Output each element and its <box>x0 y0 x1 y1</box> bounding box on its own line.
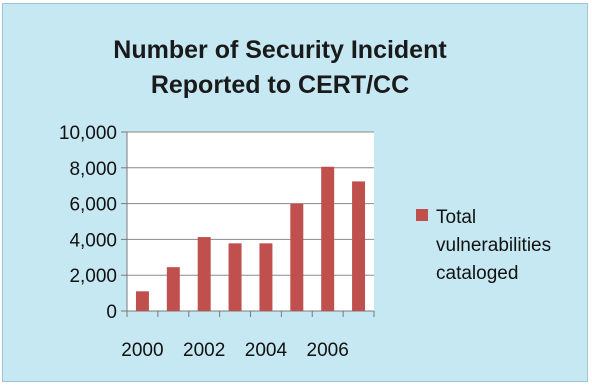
y-tick-label: 6,000 <box>69 195 117 216</box>
bar-2007 <box>352 181 366 311</box>
legend: Total vulnerabilities cataloged <box>416 207 551 284</box>
chart-title-line-2: Reported to CERT/CC <box>151 71 409 99</box>
legend-swatch <box>416 209 428 221</box>
legend-label-line-1: Total <box>436 207 476 228</box>
bar-2000 <box>135 291 149 311</box>
legend-label-line-2: vulnerabilities <box>436 235 551 256</box>
tick-labels: 0 2,000 4,000 6,000 8,000 10,000 2000 2002 2004 2… <box>59 123 349 361</box>
chart-frame: Number of Security Incident Reported to … <box>2 3 588 382</box>
y-tick-label: 8,000 <box>69 159 117 180</box>
bar-2001 <box>166 267 180 311</box>
y-tick-label: 10,000 <box>59 123 117 144</box>
bar-2006 <box>321 166 335 311</box>
plot-area <box>127 132 374 311</box>
bar-2005 <box>290 203 304 311</box>
bar-2004 <box>259 243 273 311</box>
x-tick-label-2002: 2002 <box>183 340 225 361</box>
x-tick-label-2006: 2006 <box>307 340 349 361</box>
y-tick-label: 0 <box>106 302 117 323</box>
x-tick-label-2004: 2004 <box>245 340 288 361</box>
legend-label-line-3: cataloged <box>436 263 518 284</box>
y-tick-label: 2,000 <box>69 266 117 287</box>
bars <box>135 166 366 311</box>
bar-2003 <box>228 243 242 311</box>
grid-lines <box>127 131 374 312</box>
x-tick-label-2000: 2000 <box>121 340 163 361</box>
chart-title-line-1: Number of Security Incident <box>113 36 447 64</box>
y-tick-label: 4,000 <box>69 230 117 251</box>
bar-chart: Number of Security Incident Reported to … <box>59 36 551 361</box>
bar-2002 <box>197 237 211 311</box>
